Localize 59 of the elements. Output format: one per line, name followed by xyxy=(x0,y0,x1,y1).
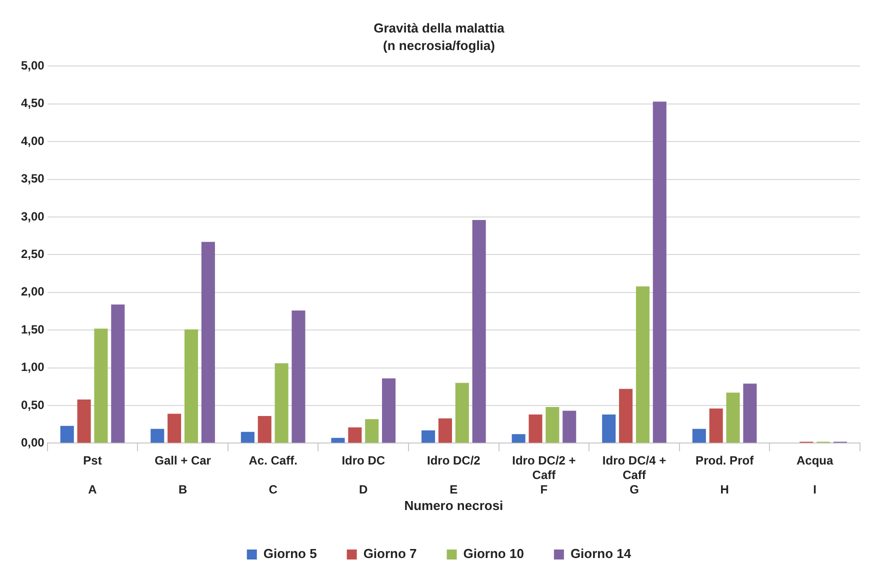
legend-label: Giorno 5 xyxy=(263,546,317,562)
x-tick-label: Idro DC/4 + Caff G xyxy=(602,454,666,497)
category-label: Acqua I xyxy=(796,454,834,497)
x-tick-label: Idro DC/2 + Caff F xyxy=(512,454,576,497)
y-tick-label: 5,00 xyxy=(20,58,45,73)
bar xyxy=(382,378,396,443)
bar xyxy=(528,414,542,443)
category-label: Idro DC/2 E xyxy=(427,454,480,497)
bar xyxy=(240,432,254,443)
bar xyxy=(274,363,288,443)
bar xyxy=(258,416,272,443)
bar xyxy=(365,419,379,443)
y-tick-label: 4,50 xyxy=(20,96,45,110)
bar xyxy=(472,220,486,443)
bar xyxy=(331,438,345,443)
bar xyxy=(60,426,74,443)
category-label: Prod. Prof H xyxy=(696,454,754,497)
bar xyxy=(422,430,436,443)
y-tick-label: 2,50 xyxy=(20,247,45,262)
y-tick-label: 1,50 xyxy=(20,322,45,336)
bar xyxy=(438,418,452,443)
chart-subtitle: (n necrosia/foglia) xyxy=(383,38,495,53)
category-label: Gall + Car B xyxy=(154,454,211,497)
bar xyxy=(111,304,125,443)
bar xyxy=(292,310,306,443)
y-tick-label: 1,00 xyxy=(20,360,45,374)
bar xyxy=(348,427,362,443)
legend-label: Giorno 14 xyxy=(570,546,632,562)
bar xyxy=(150,428,164,443)
bar xyxy=(652,102,666,443)
category-label: Ac. Caff. C xyxy=(248,454,298,497)
y-tick-label: 3,00 xyxy=(20,209,45,224)
legend-label: Giorno 10 xyxy=(463,546,524,562)
y-tick-label: 2,00 xyxy=(20,284,45,299)
bar xyxy=(94,328,108,443)
bar xyxy=(743,384,757,443)
y-tick-label: 4,00 xyxy=(20,134,45,148)
bar xyxy=(455,382,469,443)
y-tick-label: 0,00 xyxy=(20,436,45,450)
bar xyxy=(636,286,650,443)
category-label: Pst A xyxy=(83,454,102,497)
bar xyxy=(562,410,576,443)
bar xyxy=(168,414,182,443)
bar xyxy=(692,428,706,443)
bar xyxy=(512,434,526,443)
bar xyxy=(201,242,215,443)
chart-title: Gravità della malattia xyxy=(374,20,506,36)
bar xyxy=(184,329,198,443)
y-tick-label: 3,50 xyxy=(20,172,45,186)
y-tick-label: 0,50 xyxy=(20,398,45,412)
bar xyxy=(546,407,560,443)
bar xyxy=(619,388,633,443)
x-axis-title: Numero necrosi xyxy=(404,498,504,513)
legend-label: Giorno 7 xyxy=(363,546,417,562)
bar xyxy=(726,392,740,443)
bar xyxy=(709,408,723,443)
category-label: Idro DC D xyxy=(342,454,386,497)
bar xyxy=(602,414,616,443)
bar xyxy=(77,399,91,443)
